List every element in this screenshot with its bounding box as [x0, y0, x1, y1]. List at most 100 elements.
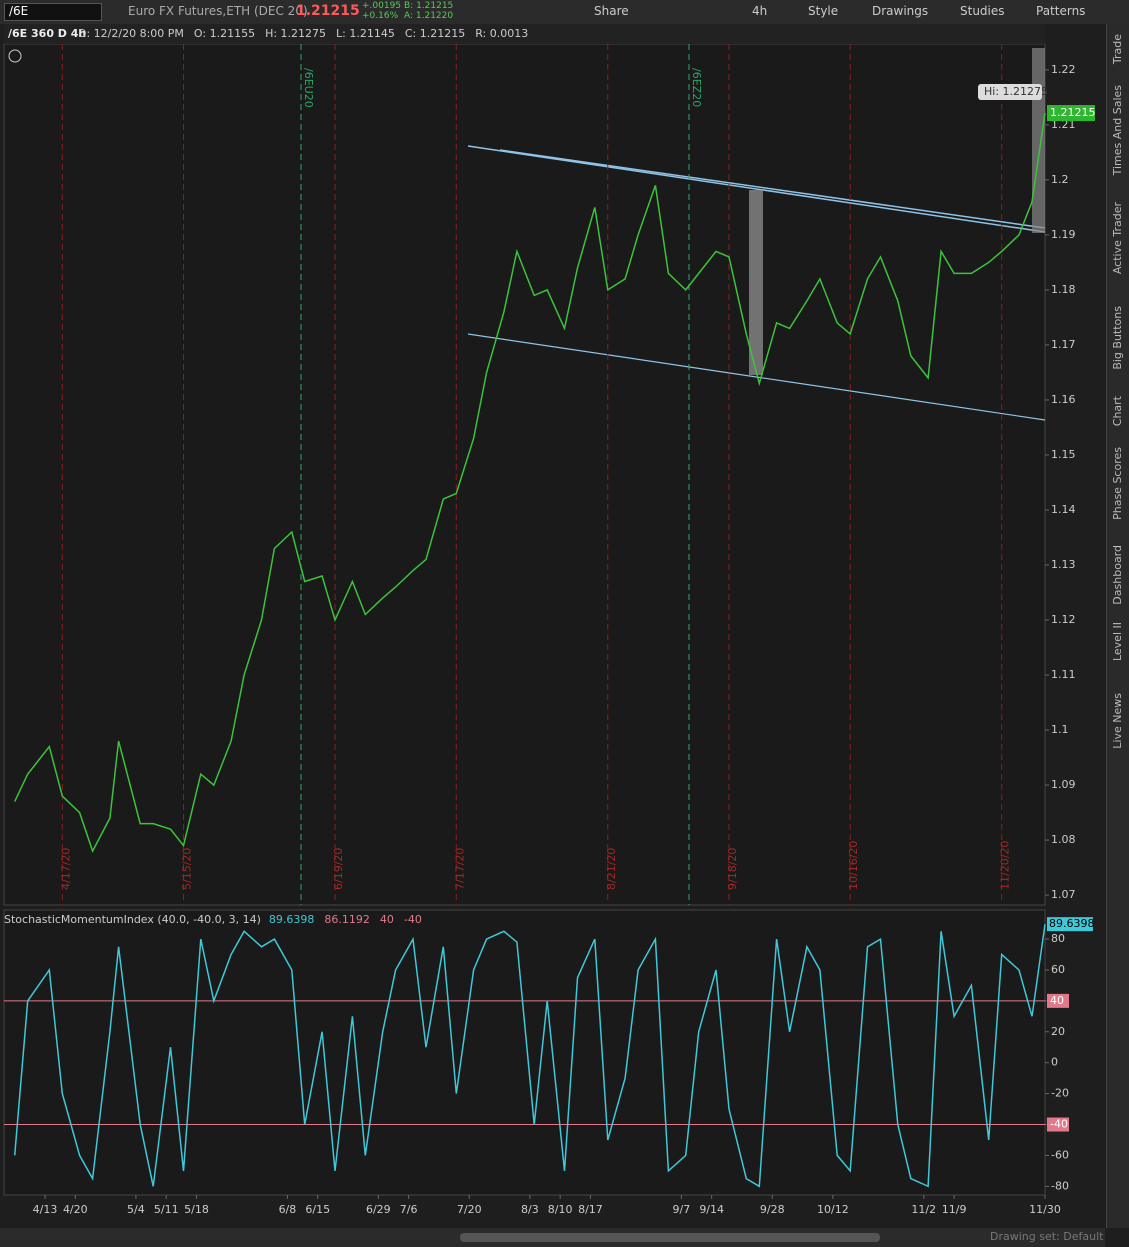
x-tick-label: 8/3	[521, 1203, 539, 1216]
readout: R: 0.0013	[475, 27, 528, 40]
x-tick-label: 8/17	[578, 1203, 603, 1216]
readout: L: 1.21145	[336, 27, 395, 40]
indicator-readout: -40	[404, 913, 422, 926]
x-tick-label: 7/20	[457, 1203, 482, 1216]
x-tick-label: 9/28	[760, 1203, 785, 1216]
last-value-label: 89.6398	[1049, 917, 1095, 930]
y-tick-label: 1.14	[1051, 503, 1076, 516]
y-tick-label: 1.19	[1051, 228, 1076, 241]
side-tabs: Trade Times And Sales Active Trader Big But…	[1106, 24, 1129, 1228]
period-label: 4/17/20	[59, 848, 72, 890]
drawings-button[interactable]: Drawings	[872, 4, 929, 18]
y-tick-label: 0	[1051, 1056, 1058, 1069]
x-tick-label: 11/2	[911, 1203, 936, 1216]
side-tab[interactable]: Live News	[1111, 692, 1124, 749]
chart-area: /6EU20 /6EZ20 /6E 360 D 4h StochasticMom…	[3, 24, 1096, 1216]
x-tick-label: 6/8	[279, 1203, 297, 1216]
side-tab[interactable]: Chart	[1111, 396, 1124, 427]
x-tick-label: 8/10	[548, 1203, 573, 1216]
level-label: 40	[1050, 994, 1064, 1007]
y-tick-label: 1.12	[1051, 613, 1076, 626]
hi-label: Hi: 1.21275	[984, 85, 1048, 98]
x-tick-label: 7/6	[400, 1203, 418, 1216]
contract-label: /6EZ20	[690, 68, 703, 107]
period-label: 5/15/20	[181, 848, 194, 890]
indicator-title: StochasticMomentumIndex (40.0, -40.0, 3,…	[4, 913, 261, 926]
toolbar: /6E Euro FX Futures,ETH (DEC 20) 1.21215…	[0, 0, 1129, 24]
share-button[interactable]: Share	[594, 4, 629, 18]
scrollbar: Drawing set: Default	[0, 1228, 1105, 1247]
period-label: 10/16/20	[847, 841, 860, 890]
x-tick-label: 11/30	[1029, 1203, 1061, 1216]
highlight-box	[1032, 48, 1045, 233]
y-tick-label: 1.2	[1051, 173, 1069, 186]
x-tick-label: 5/11	[154, 1203, 179, 1216]
description: Euro FX Futures,ETH (DEC 20)	[128, 4, 308, 18]
studies-button[interactable]: Studies	[960, 4, 1005, 18]
x-tick-label: 6/15	[305, 1203, 330, 1216]
side-tab[interactable]: Level II	[1111, 622, 1124, 662]
indicator-readout: 89.6398	[269, 913, 315, 926]
patterns-button[interactable]: Patterns	[1036, 4, 1086, 18]
period-label: 9/18/20	[726, 848, 739, 890]
bid: B: 1.21215	[404, 1, 454, 11]
period-label: 6/19/20	[332, 848, 345, 890]
side-tab[interactable]: Dashboard	[1111, 544, 1124, 605]
x-tick-label: 10/12	[817, 1203, 849, 1216]
x-tick-label: 5/18	[184, 1203, 209, 1216]
x-tick-label: 9/14	[699, 1203, 724, 1216]
timeframe-button[interactable]: 4h	[752, 4, 768, 18]
price-line	[14, 112, 1046, 854]
symbol-box[interactable]: /6E	[4, 3, 102, 21]
y-tick-label: 80	[1051, 932, 1065, 945]
y-tick-label: 1.21	[1051, 118, 1076, 131]
x-tick-label: 11/9	[942, 1203, 967, 1216]
trend-line	[499, 149, 1046, 229]
y-tick-label: 1.22	[1051, 63, 1076, 76]
indicator-readout: 40	[380, 913, 394, 926]
x-tick-label: 9/7	[673, 1203, 691, 1216]
level-tag	[1047, 993, 1069, 1008]
y-tick-label: 1.11	[1051, 668, 1076, 681]
y-tick-label: 1.15	[1051, 448, 1076, 461]
y-tick-label: 1.16	[1051, 393, 1076, 406]
side-tab[interactable]: Big Buttons	[1111, 305, 1124, 370]
y-tick-label: 1.09	[1051, 778, 1076, 791]
price-panel	[3, 43, 1046, 906]
level-tag	[1047, 1117, 1069, 1132]
highlight-box	[749, 190, 763, 375]
level-label: -40	[1050, 1118, 1068, 1131]
y-tick-label: -80	[1051, 1179, 1069, 1192]
last-value-tag	[1047, 917, 1093, 932]
indicator-readout: 86.1192	[324, 913, 370, 926]
y-tick-label: 1.13	[1051, 558, 1076, 571]
style-button[interactable]: Style	[808, 4, 839, 18]
side-tab[interactable]: Times And Sales	[1111, 85, 1124, 176]
y-tick-label: 1.07	[1051, 888, 1076, 901]
ask: A: 1.21220	[404, 11, 454, 21]
y-tick-label: -20	[1051, 1087, 1069, 1100]
trend-line	[467, 333, 1046, 421]
readout: O: 1.21155	[194, 27, 255, 40]
readout: C: 1.21215	[405, 27, 465, 40]
period-label: 11/20/20	[999, 841, 1012, 890]
y-tick-label: 1.17	[1051, 338, 1076, 351]
y-tick-label: -60	[1051, 1148, 1069, 1161]
side-tab[interactable]: Trade	[1111, 34, 1124, 65]
period-label: 7/17/20	[453, 848, 466, 890]
period-label: 8/21/20	[605, 848, 618, 890]
info-icon[interactable]	[8, 49, 22, 63]
change: +.00195	[362, 1, 402, 11]
scroll-thumb[interactable]	[460, 1233, 880, 1242]
side-tab[interactable]: Active Trader	[1111, 202, 1124, 275]
readout: H: 1.21275	[265, 27, 326, 40]
header-bar	[4, 24, 1045, 44]
change-pct: +0.16%	[362, 11, 399, 21]
study-label: /6E 360 D 4h	[8, 27, 86, 40]
y-tick-label: 1.1	[1051, 723, 1069, 736]
drawing-set: Drawing set: Default	[990, 1230, 1104, 1243]
last-price-label: 1.21215	[1050, 106, 1096, 119]
side-tab[interactable]: Phase Scores	[1111, 447, 1124, 521]
x-tick-label: 4/20	[63, 1203, 88, 1216]
